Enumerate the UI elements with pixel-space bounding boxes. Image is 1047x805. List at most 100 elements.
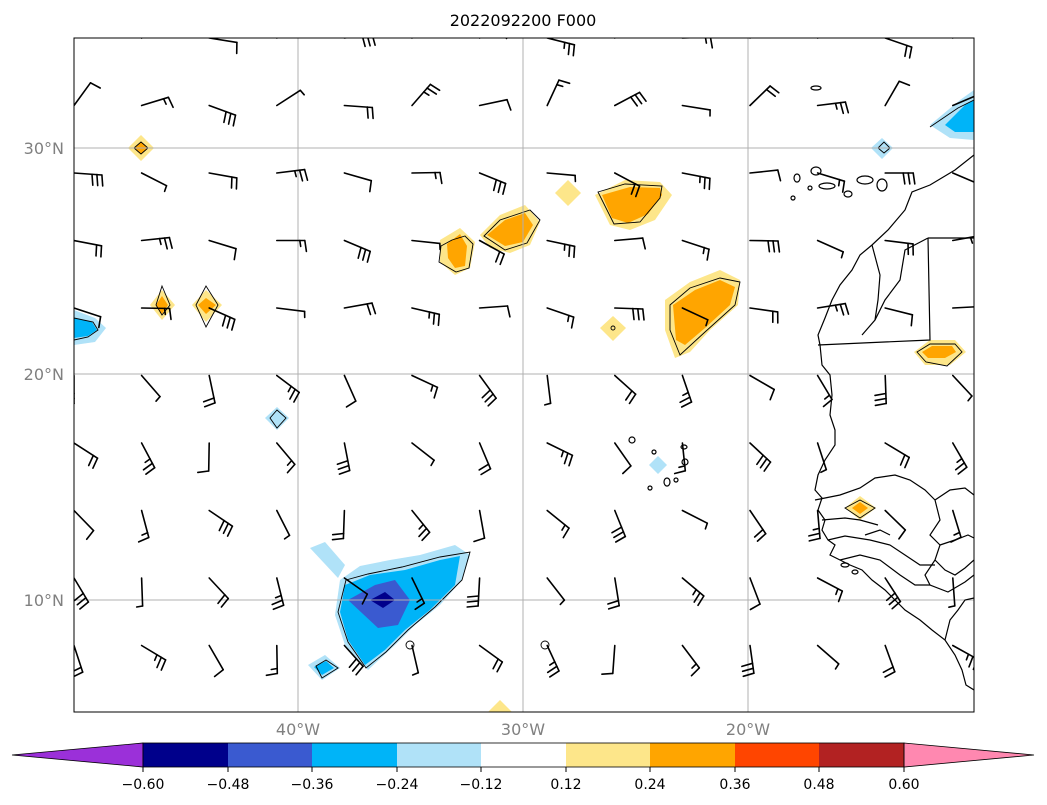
wind-barb-shaft bbox=[951, 235, 974, 242]
wind-barb-flag bbox=[948, 605, 956, 609]
wind-barb-flag bbox=[418, 527, 428, 538]
lon-label-30w: 30°W bbox=[501, 720, 545, 739]
positive-anomaly-region bbox=[600, 316, 626, 341]
wind-barb-flag bbox=[158, 30, 162, 35]
wind-barb-flag bbox=[202, 397, 215, 403]
wind-barb-flag bbox=[759, 457, 768, 469]
wind-barb-flag bbox=[841, 180, 846, 193]
wind-barb-flag bbox=[162, 27, 169, 36]
wind-barb-flag bbox=[844, 101, 850, 114]
wind-barb-flag bbox=[160, 659, 167, 671]
wind-barb-flag bbox=[433, 386, 439, 399]
wind-barb-shaft bbox=[74, 38, 75, 39]
wind-barb-flag bbox=[741, 662, 754, 668]
wind-barb-flag bbox=[466, 595, 480, 598]
wind-barb-flag bbox=[303, 168, 309, 181]
wind-barb-flag bbox=[222, 522, 230, 535]
wind-barb-flag bbox=[163, 237, 168, 250]
wind-barb-flag bbox=[763, 461, 772, 472]
colorbar-segment bbox=[312, 743, 397, 767]
wind-barb-flag bbox=[874, 392, 887, 397]
wind-barb-flag bbox=[742, 672, 755, 678]
negative-anomaly-region bbox=[265, 407, 289, 430]
wind-barb-flag bbox=[426, 87, 438, 95]
wind-barb-flag bbox=[835, 587, 839, 596]
wind-barb-flag bbox=[371, 302, 377, 315]
colorbar-tick-label: 0.60 bbox=[888, 777, 919, 793]
wind-barb-shaft bbox=[951, 306, 974, 309]
wind-barb-flag bbox=[502, 182, 507, 195]
wind-barb-flag bbox=[203, 402, 216, 408]
wind-barb-flag bbox=[227, 112, 232, 125]
positive-anomaly-region bbox=[673, 280, 735, 345]
wind-barb-flag bbox=[416, 597, 423, 603]
wind-barb-shaft bbox=[816, 442, 828, 471]
colorbar-tick-label: −0.12 bbox=[460, 777, 503, 793]
wind-barb-flag bbox=[834, 304, 839, 312]
wind-barb-shaft bbox=[749, 169, 779, 174]
wind-barb-flag bbox=[607, 604, 621, 610]
wind-barb-flag bbox=[101, 174, 104, 187]
wind-barb-flag bbox=[76, 596, 87, 606]
wind-barb-shaft bbox=[749, 38, 751, 39]
wind-barb-flag bbox=[874, 402, 888, 407]
wind-barb-flag bbox=[357, 246, 362, 260]
wind-barb-flag bbox=[708, 177, 711, 191]
wind-barb-flag bbox=[834, 102, 838, 110]
wind-barb-flag bbox=[543, 402, 552, 406]
wind-barb-shaft bbox=[951, 95, 974, 107]
wind-barb-shaft bbox=[411, 239, 441, 245]
wind-barb-flag bbox=[834, 663, 840, 670]
wind-barb-flag bbox=[331, 537, 345, 541]
wind-barb-flag bbox=[562, 527, 570, 539]
wind-barb-shaft bbox=[816, 239, 845, 253]
wind-barb-flag bbox=[355, 665, 364, 676]
wind-barb-flag bbox=[426, 14, 432, 16]
wind-barb-flag bbox=[366, 250, 372, 263]
wind-barb-shaft bbox=[411, 644, 420, 674]
wind-barb-flag bbox=[411, 671, 420, 676]
wind-barb-flag bbox=[221, 314, 227, 327]
wind-barb-flag bbox=[156, 656, 163, 669]
wind-barb-flag bbox=[888, 596, 899, 606]
wind-barb-flag bbox=[882, 666, 894, 674]
wind-barb-shaft bbox=[884, 307, 914, 316]
wind-barb-flag bbox=[74, 402, 75, 405]
wind-barb-flag bbox=[286, 463, 296, 474]
wind-barb-flag bbox=[434, 171, 437, 180]
wind-barb-flag bbox=[135, 605, 144, 608]
colorbar-min-extension bbox=[11, 742, 144, 768]
wind-barb-flag bbox=[611, 526, 623, 534]
wind-barb-flag bbox=[293, 170, 298, 178]
wind-barb-flag bbox=[777, 240, 781, 253]
wind-barb-flag bbox=[756, 454, 765, 466]
wind-barb-flag bbox=[95, 244, 98, 257]
wind-barb-flag bbox=[629, 96, 639, 107]
wind-barb-flag bbox=[910, 313, 914, 327]
wind-barb-flag bbox=[572, 43, 576, 57]
colorbar-tick-label: 0.12 bbox=[550, 777, 581, 793]
wind-barb-flag bbox=[753, 528, 764, 538]
wind-barb-flag bbox=[631, 307, 635, 321]
wind-barb-flag bbox=[703, 176, 706, 190]
wind-barb-flag bbox=[299, 89, 306, 96]
wind-barb-shaft bbox=[275, 38, 278, 39]
wind-barb-flag bbox=[980, 236, 983, 247]
wind-barb-flag bbox=[270, 667, 279, 671]
wind-barb-flag bbox=[628, 393, 637, 405]
wind-barb-flag bbox=[371, 106, 374, 120]
wind-barb-flag bbox=[141, 531, 149, 536]
wind-barb-flag bbox=[298, 239, 302, 248]
wind-barb-flag bbox=[839, 303, 845, 316]
wind-barb-flag bbox=[546, 665, 558, 674]
wind-barb-flag bbox=[336, 459, 349, 466]
wind-barb-flag bbox=[303, 239, 308, 253]
wind-barb-flag bbox=[226, 316, 231, 329]
wind-barb-flag bbox=[630, 183, 636, 195]
wind-barb-flag bbox=[167, 96, 174, 109]
wind-barb-flag bbox=[223, 110, 227, 124]
map-border bbox=[73, 37, 975, 713]
wind-barb-shaft bbox=[275, 89, 302, 107]
wind-barb-flag bbox=[338, 469, 351, 475]
wind-barb-flag bbox=[822, 398, 833, 408]
